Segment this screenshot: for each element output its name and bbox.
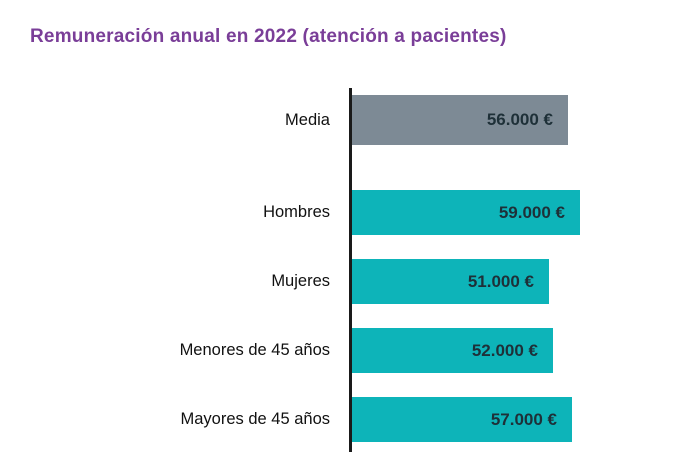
value-label: 56.000 € [486,110,553,129]
bar-row: Mayores de 45 años 57.000 € [0,397,690,442]
value-bar: 59.000 € [352,190,580,235]
baseline-axis [349,88,352,452]
chart-title: Remuneración anual en 2022 (atención a p… [30,26,507,47]
category-label: Mayores de 45 años [180,410,330,429]
category-label: Hombres [263,203,330,222]
category-label: Menores de 45 años [179,341,330,360]
value-bar: 56.000 € [352,95,568,145]
category-label: Media [285,110,330,129]
bar-row: Hombres 59.000 € [0,190,690,235]
value-bar: 51.000 € [352,259,549,304]
value-label: 59.000 € [498,202,565,222]
bar-rows: Media 56.000 € Hombres 59.000 € Mujeres … [0,95,690,442]
bar-chart: Media 56.000 € Hombres 59.000 € Mujeres … [0,88,690,466]
value-label: 57.000 € [490,409,557,429]
bar-row: Menores de 45 años 52.000 € [0,328,690,373]
value-bar: 57.000 € [352,397,572,442]
value-label: 52.000 € [471,340,538,360]
bar-row: Media 56.000 € [0,95,690,145]
value-bar: 52.000 € [352,328,553,373]
value-label: 51.000 € [467,271,534,291]
category-label: Mujeres [271,272,330,291]
bar-row: Mujeres 51.000 € [0,259,690,304]
